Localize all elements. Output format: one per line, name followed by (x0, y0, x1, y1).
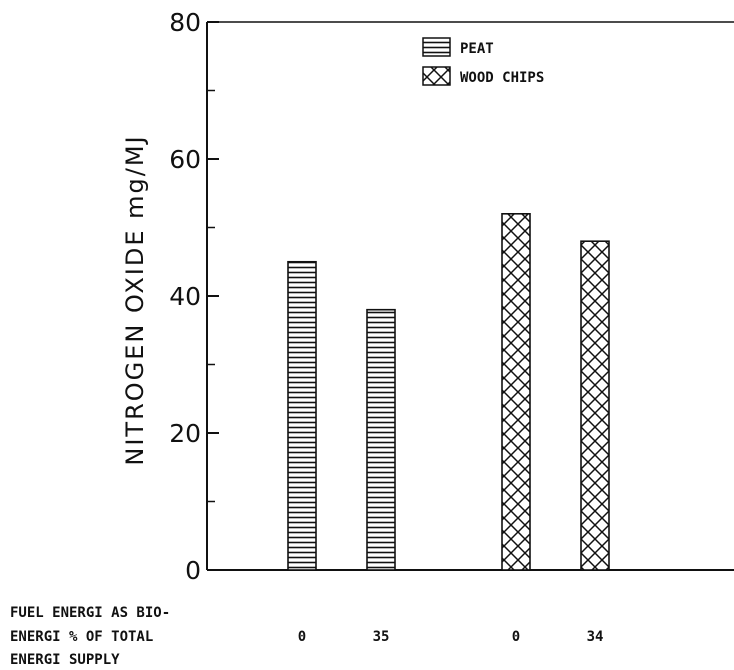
x-axis-label: FUEL ENERGI AS BIO- ENERGI % OF TOTAL EN… (10, 605, 170, 668)
bar-wood-chips (580, 240, 610, 571)
y-tick-label: 20 (169, 419, 201, 448)
y-tick-label: 0 (185, 556, 201, 585)
y-tick-label: 60 (169, 145, 201, 174)
x-category-label: 0 (298, 629, 306, 645)
x-label-line-1: FUEL ENERGI AS BIO- (10, 605, 170, 621)
x-category-label: 0 (512, 629, 520, 645)
x-category-label: 34 (587, 629, 604, 645)
bar-wood-chips (501, 213, 531, 571)
legend: PEAT WOOD CHIPS (422, 37, 544, 86)
y-ticks: 0 20 40 60 80 (169, 8, 219, 585)
y-tick-label: 40 (169, 282, 201, 311)
bar-peat (366, 308, 396, 571)
legend-label-wood-chips: WOOD CHIPS (460, 70, 544, 86)
legend-label-peat: PEAT (460, 41, 494, 57)
legend-swatch-wood-chips (422, 66, 451, 86)
x-label-line-3: ENERGI SUPPLY (10, 652, 120, 668)
bar-peat (287, 260, 317, 571)
x-category-label: 35 (373, 629, 390, 645)
legend-swatch-peat (422, 37, 451, 57)
y-axis-label: NITROGEN OXIDE mg/MJ (121, 134, 149, 465)
x-category-labels: 0 35 0 34 (298, 629, 604, 645)
bars (287, 213, 610, 571)
y-tick-label: 80 (169, 8, 201, 37)
x-label-line-2: ENERGI % OF TOTAL (10, 629, 153, 645)
